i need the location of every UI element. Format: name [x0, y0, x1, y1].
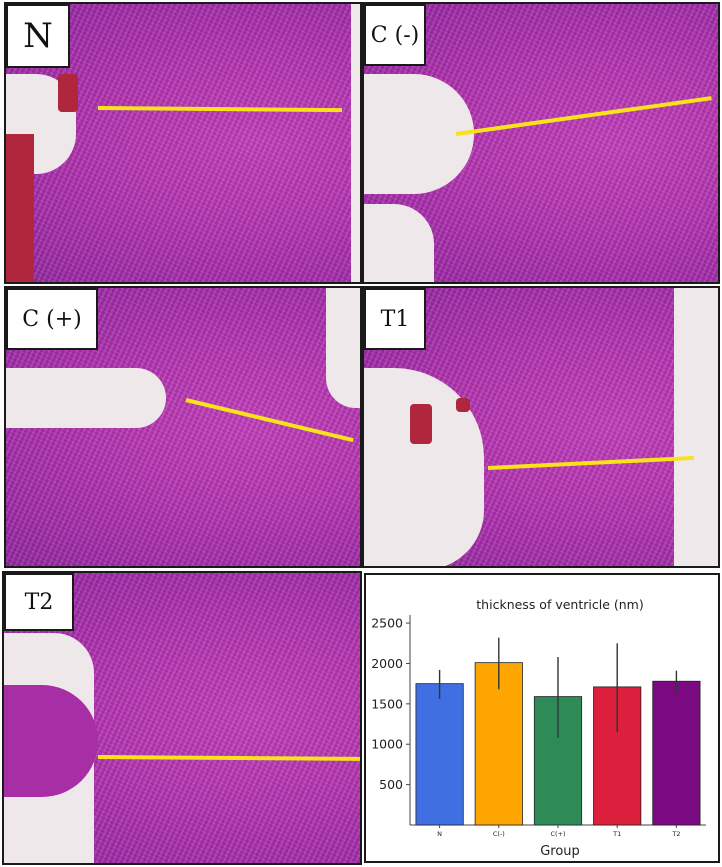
slide-background — [6, 368, 166, 428]
blood-region — [6, 134, 34, 282]
thickness-measure-line — [487, 455, 694, 470]
chart-title: thickness of ventricle (nm) — [476, 597, 643, 612]
slide-background — [326, 288, 360, 408]
chart-svg: thickness of ventricle (nm) 500 1000 1500 2… — [371, 597, 706, 859]
x-tick-label: N — [437, 830, 442, 838]
x-tick-label: C(-) — [493, 830, 505, 838]
bars — [415, 637, 701, 826]
histology-panel-c-plus: C (+) — [4, 286, 362, 568]
histology-panel-t1: T1 — [362, 286, 720, 568]
thickness-measure-line — [185, 398, 354, 443]
slide-background — [351, 4, 360, 282]
y-tick-label: 1000 — [371, 737, 403, 752]
blood-clot — [410, 404, 432, 444]
x-tick-label: T1 — [612, 830, 621, 838]
y-ticks: 500 1000 1500 2000 2500 — [371, 616, 410, 792]
y-tick-label: 2500 — [371, 616, 403, 631]
x-tick-label: C(+) — [550, 830, 565, 838]
y-tick-label: 500 — [379, 777, 403, 792]
panel-label-t1: T1 — [364, 288, 426, 350]
bar — [474, 662, 523, 826]
slide-background — [364, 204, 434, 282]
panel-label-n: N — [6, 4, 70, 68]
panel-label-t2: T2 — [4, 573, 74, 631]
y-tick-label: 1500 — [371, 696, 403, 711]
thickness-measure-line — [97, 755, 360, 761]
x-tick-label: T2 — [671, 830, 680, 838]
bar — [652, 680, 701, 826]
histology-panel-c-minus: C (-) — [362, 2, 720, 284]
thickness-measure-line — [97, 106, 343, 113]
panel-label-c-plus: C (+) — [6, 288, 98, 350]
histology-panel-n: N — [4, 2, 362, 284]
histology-panel-t2: T2 — [2, 571, 362, 865]
thickness-measure-line — [455, 96, 712, 136]
bar — [415, 683, 464, 826]
blood-clot — [58, 74, 78, 112]
slide-background — [674, 288, 718, 566]
y-tick-label: 2000 — [371, 656, 403, 671]
blood-clot — [456, 398, 470, 412]
panel-label-c-minus: C (-) — [364, 4, 426, 66]
slide-background — [364, 74, 474, 194]
x-axis-label: Group — [540, 844, 580, 859]
x-ticks: N C(-) C(+) T1 T2 — [437, 825, 680, 838]
tissue-fragment — [4, 685, 98, 797]
bar-chart: thickness of ventricle (nm) 500 1000 1500 2… — [364, 573, 720, 863]
